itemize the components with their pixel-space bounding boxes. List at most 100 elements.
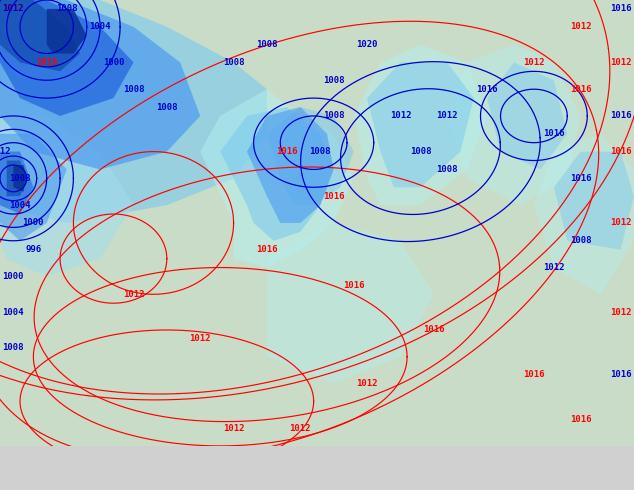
Polygon shape xyxy=(447,45,581,205)
Text: 1012: 1012 xyxy=(436,111,458,121)
Text: 1012: 1012 xyxy=(3,4,24,13)
Text: 30: 30 xyxy=(84,463,94,471)
Polygon shape xyxy=(200,89,354,268)
Text: 1012: 1012 xyxy=(570,22,592,31)
Text: 1008: 1008 xyxy=(3,343,24,352)
Text: 1016: 1016 xyxy=(523,370,545,379)
Text: 1020: 1020 xyxy=(356,40,378,49)
Polygon shape xyxy=(354,45,487,205)
Text: 20: 20 xyxy=(68,463,79,471)
Text: 1008: 1008 xyxy=(123,85,144,94)
Text: 1008: 1008 xyxy=(410,147,431,156)
Text: 150: 150 xyxy=(157,463,173,471)
Text: 1016: 1016 xyxy=(610,111,631,121)
Bar xyxy=(128,474,141,488)
Polygon shape xyxy=(13,165,27,192)
Text: 1008: 1008 xyxy=(256,40,278,49)
Polygon shape xyxy=(220,107,333,241)
Text: 1008: 1008 xyxy=(56,4,77,13)
Text: 1016: 1016 xyxy=(276,147,298,156)
Text: 1012: 1012 xyxy=(610,308,631,317)
Text: 1012: 1012 xyxy=(0,147,11,156)
Bar xyxy=(67,474,81,488)
Text: 1008: 1008 xyxy=(436,165,458,174)
Text: 1008: 1008 xyxy=(323,76,344,85)
Text: 1012: 1012 xyxy=(356,379,378,388)
Text: 1012: 1012 xyxy=(390,111,411,121)
Polygon shape xyxy=(0,116,134,276)
Bar xyxy=(37,474,50,488)
Bar xyxy=(143,474,157,488)
Text: 1016: 1016 xyxy=(543,129,565,138)
Text: 1016: 1016 xyxy=(256,245,278,254)
Text: 1004: 1004 xyxy=(89,22,111,31)
Polygon shape xyxy=(267,107,354,205)
Polygon shape xyxy=(0,0,80,72)
Text: 1008: 1008 xyxy=(570,236,592,245)
Text: 1008: 1008 xyxy=(323,111,344,121)
Polygon shape xyxy=(247,107,333,223)
Polygon shape xyxy=(0,134,67,241)
Text: 1008: 1008 xyxy=(223,58,244,67)
Text: 50: 50 xyxy=(114,463,125,471)
Text: 1016: 1016 xyxy=(570,174,592,183)
Bar xyxy=(98,474,111,488)
Polygon shape xyxy=(7,161,27,196)
Text: 1012: 1012 xyxy=(610,219,631,227)
Text: 1016: 1016 xyxy=(570,85,592,94)
Text: 0.5: 0.5 xyxy=(5,463,21,471)
Polygon shape xyxy=(534,134,634,294)
Text: 1016: 1016 xyxy=(570,415,592,424)
Polygon shape xyxy=(0,151,34,214)
Text: 1000: 1000 xyxy=(23,219,44,227)
Text: 1004: 1004 xyxy=(10,200,31,210)
Text: 1012: 1012 xyxy=(610,58,631,67)
Polygon shape xyxy=(367,62,474,187)
Text: 1004: 1004 xyxy=(3,308,24,317)
Text: 100: 100 xyxy=(142,463,158,471)
Bar xyxy=(113,474,126,488)
Polygon shape xyxy=(0,0,267,223)
Text: 1016: 1016 xyxy=(610,370,631,379)
Text: 1016: 1016 xyxy=(476,85,498,94)
Text: 1008: 1008 xyxy=(10,174,31,183)
Text: 5: 5 xyxy=(41,463,46,471)
Bar xyxy=(52,474,65,488)
Text: 1008: 1008 xyxy=(309,147,331,156)
Polygon shape xyxy=(0,0,134,116)
Text: 75: 75 xyxy=(129,463,140,471)
Text: 1016: 1016 xyxy=(610,147,631,156)
Bar xyxy=(6,474,20,488)
Bar xyxy=(174,474,187,488)
Text: 1000: 1000 xyxy=(3,272,24,281)
Polygon shape xyxy=(554,151,634,250)
Text: 200: 200 xyxy=(172,463,188,471)
Polygon shape xyxy=(487,62,567,170)
Bar xyxy=(82,474,96,488)
Text: 1016: 1016 xyxy=(323,192,344,201)
Text: 996: 996 xyxy=(25,245,41,254)
Text: 10: 10 xyxy=(53,463,64,471)
Text: 1012: 1012 xyxy=(290,423,311,433)
Text: 1008: 1008 xyxy=(156,102,178,112)
Text: 1016: 1016 xyxy=(36,58,58,67)
Polygon shape xyxy=(47,9,87,53)
Text: 1012: 1012 xyxy=(190,334,211,343)
Text: 1016: 1016 xyxy=(343,281,365,290)
Text: 1000: 1000 xyxy=(103,58,124,67)
Text: 1012: 1012 xyxy=(523,58,545,67)
Text: Precipitation accum. [mm] ECMWF: Precipitation accum. [mm] ECMWF xyxy=(6,454,216,464)
Polygon shape xyxy=(267,223,434,384)
Text: 40: 40 xyxy=(99,463,110,471)
Text: 1016: 1016 xyxy=(610,4,631,13)
Text: 1012: 1012 xyxy=(3,4,24,13)
Text: 1012: 1012 xyxy=(543,263,565,272)
Text: Mo 06-05-2024 06:00 UTC (06+24): Mo 06-05-2024 06:00 UTC (06+24) xyxy=(418,454,628,464)
Bar xyxy=(158,474,172,488)
Text: 1012: 1012 xyxy=(123,290,144,299)
Text: 1016: 1016 xyxy=(423,325,444,335)
Bar xyxy=(22,474,35,488)
Text: 1012: 1012 xyxy=(223,423,244,433)
Polygon shape xyxy=(0,0,200,170)
Text: 2: 2 xyxy=(25,463,31,471)
